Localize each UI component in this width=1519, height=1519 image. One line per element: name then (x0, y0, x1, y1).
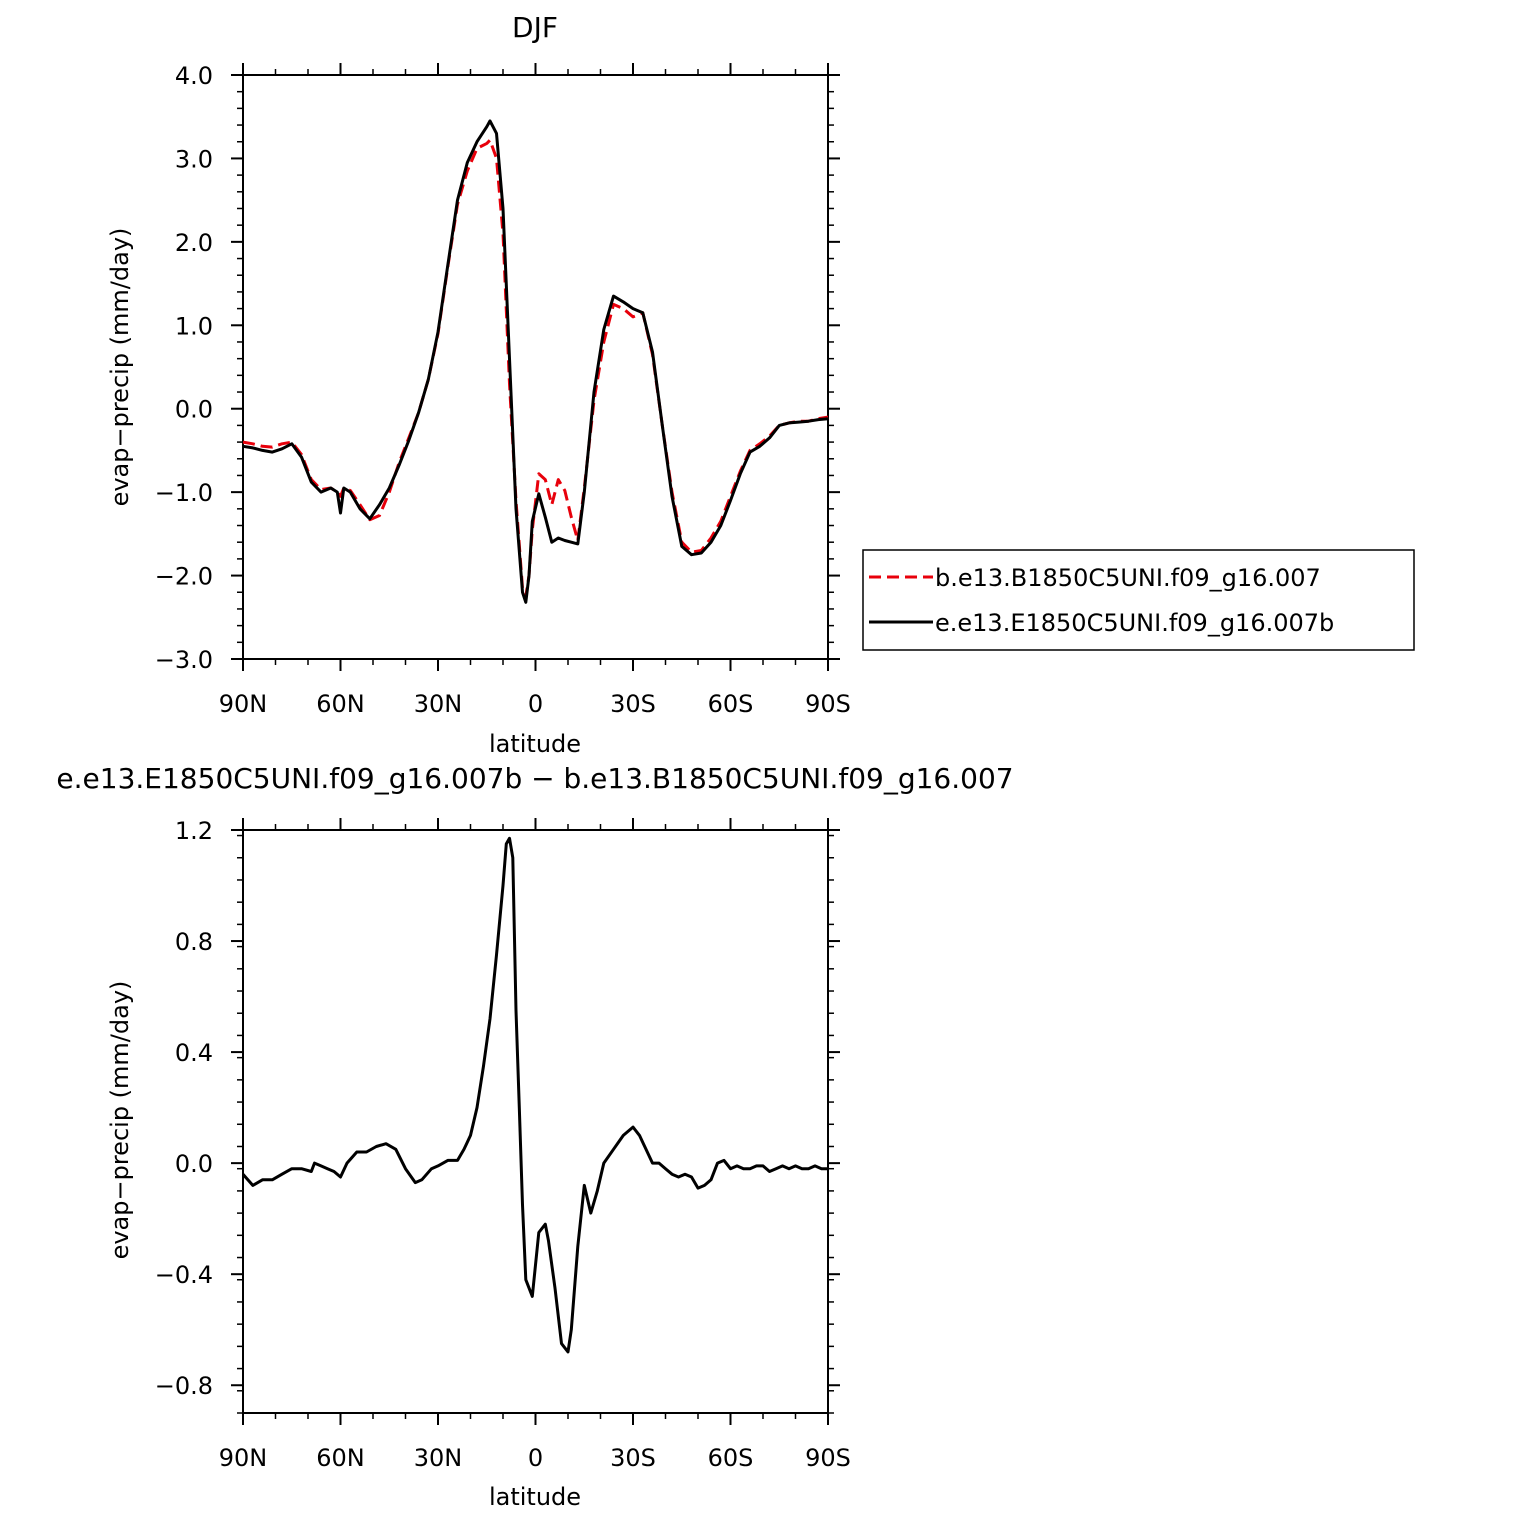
top-chart-title: DJF (512, 11, 558, 44)
top-plot-area: 90N 60N 30N 0 30S 60S 90S −3.0 −2.0 −1.0 0.0 1.0 2.0… (155, 62, 851, 718)
bottom-y-tick-label: 0.4 (175, 1039, 213, 1067)
bottom-x-tick-label: 90S (805, 1444, 851, 1472)
bottom-x-tick-label: 30N (414, 1444, 463, 1472)
legend-entry-b-e13-B1850: b.e13.B1850C5UNI.f09_g16.007 (935, 564, 1321, 592)
top-x-axis-label: latitude (489, 730, 581, 758)
top-x-tick-label: 30S (610, 690, 656, 718)
legend-box (862, 549, 1415, 651)
bottom-y-tick-label: −0.4 (155, 1261, 213, 1289)
top-panel: DJF 90N 60N 30N 0 30S 60S 90S −3.0 −2.0 −1.0 0.0 1.… (106, 11, 851, 758)
bottom-y-tick-label: 0.0 (175, 1150, 213, 1178)
bottom-x-tick-label: 30S (610, 1444, 656, 1472)
top-x-tick-label: 90N (219, 690, 268, 718)
top-plot-frame (242, 74, 829, 660)
bottom-plot-area: 90N 60N 30N 0 30S 60S 90S −0.8 −0.4 0.0 0.4 0.8 1.2 (155, 817, 851, 1472)
top-y-tick-label: −1.0 (155, 479, 213, 507)
top-y-tick-label: 4.0 (175, 62, 213, 90)
bottom-x-tick-label: 60N (316, 1444, 365, 1472)
bottom-y-tick-label: −0.8 (155, 1372, 213, 1400)
top-y-axis-label: evap−precip (mm/day) (106, 228, 134, 507)
bottom-x-tick-label: 90N (219, 1444, 268, 1472)
top-series-line-0 (242, 138, 829, 598)
legend-entry-e-e13-E1850: e.e13.E1850C5UNI.f09_g16.007b (935, 609, 1334, 637)
bottom-x-axis-label: latitude (489, 1483, 581, 1511)
bottom-chart-title: e.e13.E1850C5UNI.f09_g16.007b − b.e13.B1… (56, 762, 1013, 795)
top-y-tick-label: −2.0 (155, 563, 213, 591)
legend: b.e13.B1850C5UNI.f09_g16.007 e.e13.E1850… (862, 549, 1415, 651)
top-y-tick-label: 2.0 (175, 229, 213, 257)
bottom-series-line-0 (241, 836, 828, 1354)
top-series-line-1 (242, 119, 829, 604)
bottom-x-tick-label: 0 (528, 1444, 543, 1472)
top-x-tick-label: 90S (805, 690, 851, 718)
top-y-tick-label: −3.0 (155, 646, 213, 674)
bottom-y-axis-label: evap−precip (mm/day) (106, 981, 134, 1260)
top-x-tick-label: 60S (708, 690, 754, 718)
bottom-panel: e.e13.E1850C5UNI.f09_g16.007b − b.e13.B1… (56, 762, 1013, 1511)
top-x-tick-label: 30N (414, 690, 463, 718)
top-y-tick-label: 3.0 (175, 145, 213, 173)
bottom-y-tick-label: 0.8 (175, 928, 213, 956)
bottom-x-tick-label: 60S (708, 1444, 754, 1472)
top-y-tick-label: 1.0 (175, 312, 213, 340)
top-x-tick-label: 0 (528, 690, 543, 718)
top-y-tick-label: 0.0 (175, 396, 213, 424)
top-x-tick-label: 60N (316, 690, 365, 718)
bottom-plot-frame (242, 829, 829, 1414)
bottom-y-tick-label: 1.2 (175, 817, 213, 845)
